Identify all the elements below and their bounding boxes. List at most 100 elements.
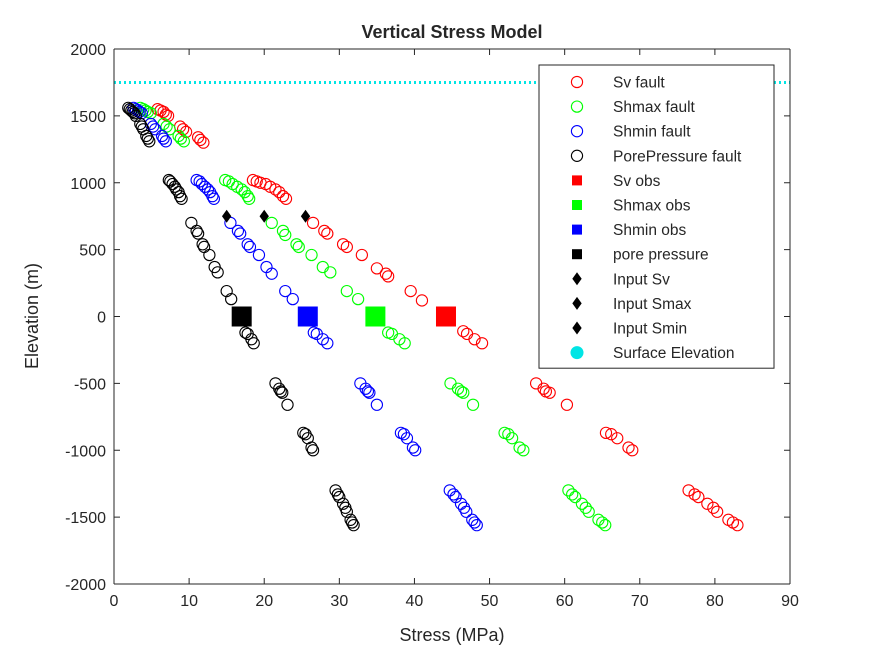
y-tick-label: -500 xyxy=(74,376,106,393)
y-tick-label: 0 xyxy=(97,310,106,327)
point-sv-fault xyxy=(626,444,639,457)
point-shmin-fault xyxy=(133,105,146,119)
point-shmin-fault xyxy=(252,248,266,262)
series-porepressure-fault xyxy=(122,101,360,532)
legend-marker-surface-elevation xyxy=(570,346,584,360)
x-tick-label: 30 xyxy=(330,593,348,610)
x-tick-label: 90 xyxy=(781,593,799,610)
point-shmin-fault xyxy=(157,132,170,145)
point-shmin-fault xyxy=(243,240,257,254)
point-sv-fault xyxy=(611,432,624,445)
point-sv-fault xyxy=(321,227,334,240)
legend-box xyxy=(538,64,775,369)
point-shmax-fault xyxy=(292,240,305,254)
point-shmax-obs xyxy=(365,306,386,327)
point-sv-fault xyxy=(197,136,210,149)
point-shmax-fault xyxy=(596,516,609,529)
series-shmin-obs xyxy=(297,306,318,327)
series-sv-fault xyxy=(151,103,744,532)
point-shmin-fault xyxy=(159,135,172,148)
series-shmax-obs xyxy=(365,306,386,327)
x-tick-label: 60 xyxy=(556,593,574,610)
legend-label-input-sv: Input Sv xyxy=(613,271,670,288)
y-tick-label: 1500 xyxy=(70,109,106,126)
point-sv-fault xyxy=(276,189,290,203)
point-shmin-fault xyxy=(316,333,329,346)
point-sv-fault xyxy=(475,337,489,350)
point-sv-fault xyxy=(688,488,701,501)
point-shmin-fault xyxy=(279,284,292,298)
point-shmax-fault xyxy=(582,505,595,518)
point-shmin-fault xyxy=(149,123,162,136)
point-sv-fault xyxy=(731,519,744,532)
point-shmax-fault xyxy=(351,292,365,306)
point-porepressure-fault xyxy=(340,505,353,518)
point-sv-fault xyxy=(340,240,353,254)
y-axis-label: Elevation (m) xyxy=(22,263,42,369)
point-sv-fault xyxy=(457,325,470,338)
point-input-smax xyxy=(259,209,269,223)
point-porepressure-fault xyxy=(173,189,187,203)
point-porepressure-fault xyxy=(331,488,344,501)
point-porepressure-fault xyxy=(281,398,294,411)
legend: Sv fault Shmax fault Shmin fault PorePressu… xyxy=(538,64,775,369)
point-shmin-fault xyxy=(286,292,299,306)
point-shmin-obs xyxy=(297,306,318,327)
point-sv-fault xyxy=(194,133,207,147)
legend-marker-pore-pressure xyxy=(572,249,582,260)
point-sv-fault xyxy=(273,185,286,199)
point-shmin-fault xyxy=(406,441,420,454)
point-porepressure-fault xyxy=(128,107,141,120)
point-shmax-fault xyxy=(238,185,251,199)
point-porepressure-fault xyxy=(345,516,359,529)
point-shmax-fault xyxy=(513,441,526,454)
x-tick-label: 70 xyxy=(631,593,649,610)
point-sv-fault xyxy=(336,238,350,251)
legend-label-input-smin: Input Smin xyxy=(613,321,687,338)
point-shmin-fault xyxy=(231,224,245,238)
point-sv-fault xyxy=(622,441,635,454)
point-shmax-fault xyxy=(265,216,278,230)
point-shmax-fault xyxy=(466,398,480,411)
point-shmax-fault xyxy=(340,284,353,298)
point-shmax-fault xyxy=(457,386,470,399)
point-porepressure-fault xyxy=(333,490,346,504)
legend-marker-porepressure-fault xyxy=(570,149,584,162)
point-shmax-fault xyxy=(599,519,612,532)
point-input-sv xyxy=(300,209,311,223)
legend-label-sv-obs: Sv obs xyxy=(613,173,661,190)
point-porepressure-fault xyxy=(175,192,188,205)
x-tick-label: 40 xyxy=(406,593,424,610)
point-shmax-fault xyxy=(324,266,337,279)
point-shmax-fault xyxy=(502,428,515,441)
x-tick-label: 0 xyxy=(110,593,119,610)
point-input-smin xyxy=(221,209,232,223)
point-porepressure-fault xyxy=(225,292,238,306)
point-porepressure-fault xyxy=(273,382,286,395)
series-input-smin xyxy=(221,209,232,223)
point-sv-fault xyxy=(318,224,331,238)
point-shmin-fault xyxy=(361,385,375,398)
point-shmin-fault xyxy=(460,505,473,518)
point-sv-fault xyxy=(599,426,613,440)
point-shmax-fault xyxy=(174,132,187,145)
series-sv-obs xyxy=(435,306,456,327)
point-shmax-fault xyxy=(305,248,318,262)
point-sv-fault xyxy=(682,484,695,497)
point-shmax-fault xyxy=(398,337,411,350)
point-porepressure-fault xyxy=(170,183,183,196)
y-tick-label: -1500 xyxy=(65,510,106,527)
legend-marker-sv-obs xyxy=(572,175,582,186)
point-shmin-fault xyxy=(131,104,145,117)
point-shmin-fault xyxy=(370,398,384,411)
point-porepressure-fault xyxy=(190,224,203,238)
legend-marker-shmax-obs xyxy=(572,200,582,210)
point-sv-fault xyxy=(404,284,417,298)
point-sv-fault xyxy=(468,333,481,346)
point-shmin-fault xyxy=(234,227,247,240)
point-shmin-fault xyxy=(363,386,376,399)
point-shmax-fault xyxy=(279,228,292,242)
chart-title: Vertical Stress Model xyxy=(361,22,542,42)
point-sv-fault xyxy=(710,505,724,518)
